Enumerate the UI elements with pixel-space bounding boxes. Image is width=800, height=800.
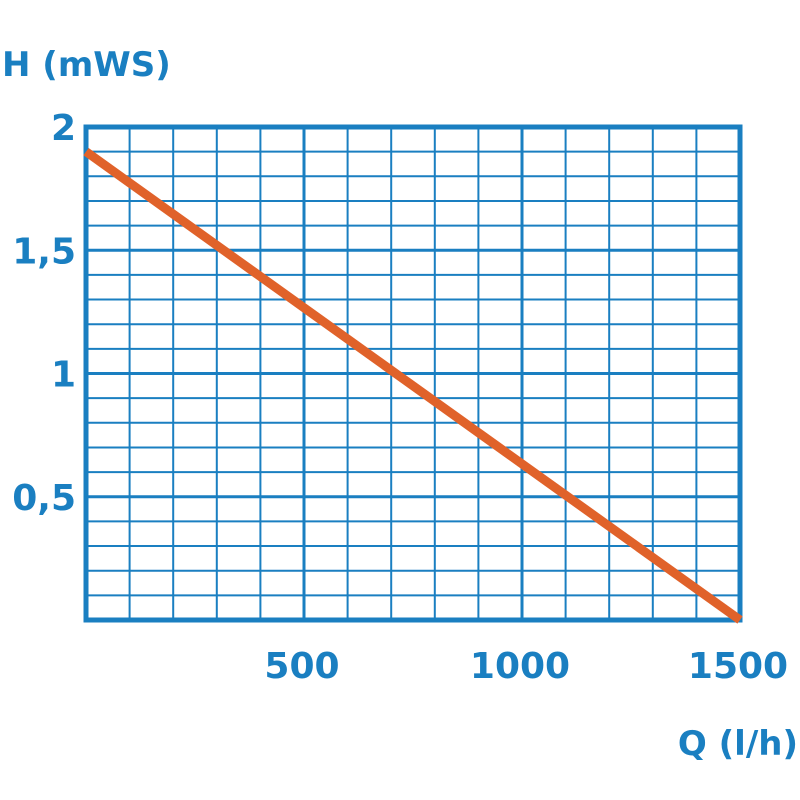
x-tick-label: 1500 — [688, 646, 788, 687]
x-tick-label: 500 — [264, 646, 339, 687]
tick-labels: 500 1000 1500 0,5 1 1,5 2 — [12, 108, 788, 687]
x-axis-label: Q (l/h) — [678, 724, 798, 764]
plot-frame — [83, 124, 743, 623]
x-tick-label: 1000 — [470, 646, 570, 687]
series — [83, 147, 743, 624]
y-tick-label: 2 — [51, 108, 76, 149]
y-tick-label: 1,5 — [12, 231, 76, 272]
y-tick-label: 1 — [51, 355, 76, 396]
y-axis-label: H (mWS) — [2, 45, 171, 85]
pump-curve-line — [83, 147, 743, 624]
grid — [83, 124, 743, 623]
y-tick-label: 0,5 — [12, 478, 76, 519]
